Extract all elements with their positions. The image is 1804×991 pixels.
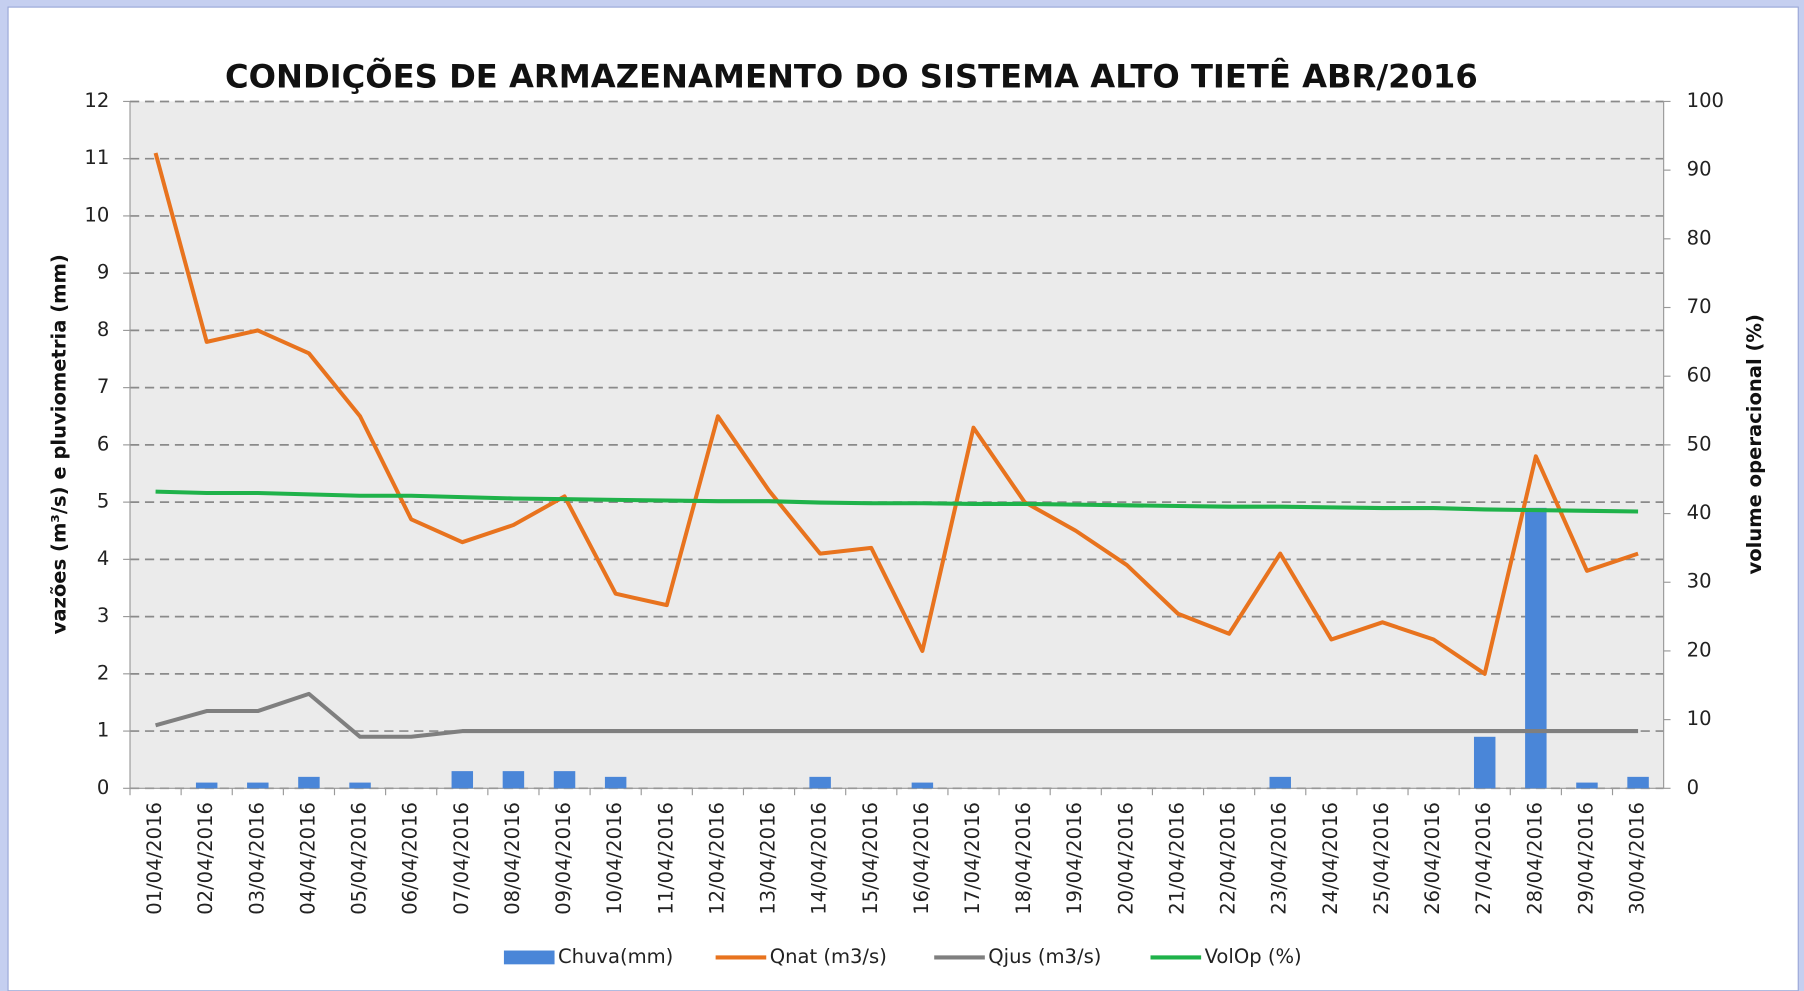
x-tick-label: 23/04/2016 [1268,802,1291,915]
x-tick-label: 29/04/2016 [1574,802,1597,915]
bar [553,771,576,789]
x-tick-label: 12/04/2016 [705,802,728,915]
y-tick-label: 7 [97,375,109,398]
x-tick-label: 06/04/2016 [399,802,422,915]
y-axis-title: vazões (m³/s) e pluviometria (mm) [47,254,70,634]
x-tick-label: 08/04/2016 [501,802,524,915]
bar [1525,507,1547,789]
bar [349,782,371,789]
y-tick-label: 6 [97,432,109,455]
y2-tick-label: 20 [1687,638,1712,661]
x-tick-label: 07/04/2016 [450,802,473,915]
y2-tick-label: 30 [1687,570,1712,593]
bar [1269,776,1291,789]
bar [911,782,934,789]
y2-tick-label: 0 [1687,776,1699,799]
x-tick-label: 22/04/2016 [1217,802,1240,915]
y-tick-label: 10 [84,203,109,226]
x-tick-label: 27/04/2016 [1472,802,1495,915]
x-tick-label: 10/04/2016 [603,802,626,915]
bar [1576,782,1598,789]
legend-label: Qnat (m3/s) [770,945,887,968]
x-tick-label: 21/04/2016 [1165,802,1188,915]
line-series [155,691,1639,739]
y2-tick-label: 70 [1687,295,1712,318]
bar [195,782,218,789]
y-tick-label: 2 [97,661,109,684]
x-tick-label: 19/04/2016 [1063,802,1086,915]
x-tick-label: 15/04/2016 [859,802,882,915]
y2-axis-title: volume operacional (%) [1743,314,1766,575]
bar [1473,736,1496,789]
y-tick-label: 3 [97,604,109,627]
x-tick-label: 17/04/2016 [961,802,984,915]
x-tick-label: 04/04/2016 [296,802,319,915]
x-tick-label: 28/04/2016 [1523,802,1546,915]
x-tick-label: 25/04/2016 [1370,802,1393,915]
y-tick-label: 1 [97,719,109,742]
y-tick-label: 12 [84,89,109,112]
y2-tick-label: 50 [1687,432,1712,455]
x-tick-label: 05/04/2016 [348,802,371,915]
x-tick-label: 18/04/2016 [1012,802,1035,915]
legend-label: Chuva(mm) [558,945,673,968]
x-tick-label: 11/04/2016 [654,802,677,915]
y-tick-label: 9 [97,261,109,284]
x-tick-label: 24/04/2016 [1319,802,1342,915]
bar [604,776,627,789]
bar [298,776,320,789]
x-tick-label: 16/04/2016 [910,802,933,915]
legend-label: Qjus (m3/s) [988,945,1101,968]
line-series [155,489,1639,514]
line-series [153,152,1639,676]
x-tick-label: 26/04/2016 [1421,802,1444,915]
y2-tick-label: 60 [1687,364,1712,387]
legend-swatch [503,950,555,965]
x-tick-label: 09/04/2016 [552,802,575,915]
x-tick-label: 03/04/2016 [245,802,268,915]
x-tick-label: 20/04/2016 [1114,802,1137,915]
bar [451,771,474,789]
x-tick-label: 13/04/2016 [757,802,780,915]
bar [809,776,831,789]
y-tick-label: 5 [97,490,109,513]
bar [247,782,269,789]
bar [1627,776,1649,789]
y2-tick-label: 100 [1687,89,1724,112]
y-tick-label: 8 [97,318,109,341]
y-tick-label: 0 [97,776,109,799]
chart-title: CONDIÇÕES DE ARMAZENAMENTO DO SISTEMA AL… [225,56,1478,95]
y-tick-label: 11 [84,146,109,169]
x-tick-label: 02/04/2016 [194,802,217,915]
y-tick-label: 4 [97,547,109,570]
bar [502,771,525,789]
legend-label: VolOp (%) [1205,945,1302,968]
x-tick-label: 30/04/2016 [1626,802,1649,915]
x-tick-label: 01/04/2016 [143,802,166,915]
y2-tick-label: 90 [1687,158,1712,181]
y2-tick-label: 80 [1687,226,1712,249]
x-tick-label: 14/04/2016 [808,802,831,915]
y2-tick-label: 10 [1687,707,1712,730]
y2-tick-label: 40 [1687,501,1712,524]
